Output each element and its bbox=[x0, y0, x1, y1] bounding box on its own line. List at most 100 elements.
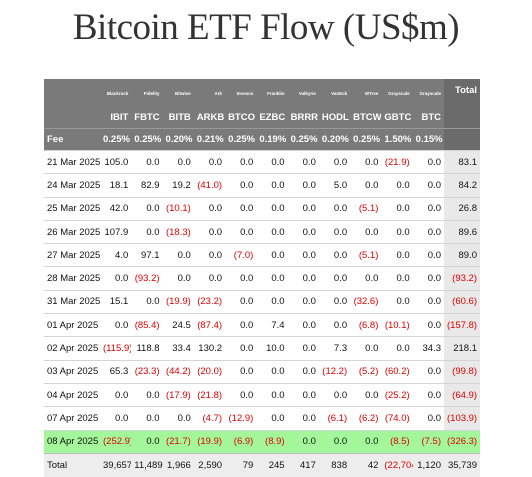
etf-flow-table: Blackrock Fidelity Bitwise Ark Invesco F… bbox=[44, 79, 480, 477]
flow-cell: 0.0 bbox=[256, 289, 288, 314]
flow-cell: 0.0 bbox=[287, 266, 319, 291]
flow-cell: 0.0 bbox=[225, 313, 257, 337]
flow-cell: (4.7) bbox=[193, 406, 226, 431]
flow-cell: (19.9) bbox=[162, 289, 194, 314]
issuer-label: Franklin bbox=[256, 79, 288, 107]
row-total: 84.2 bbox=[444, 173, 480, 198]
flow-cell: (10.1) bbox=[381, 313, 413, 337]
flow-cell: (6.9) bbox=[225, 429, 257, 454]
row-total: (103.9) bbox=[444, 406, 480, 431]
flow-cell: 107.9 bbox=[100, 219, 132, 244]
ticker-label: FBTC bbox=[131, 107, 163, 129]
flow-cell: (252.9) bbox=[100, 429, 132, 454]
flow-cell: 0.0 bbox=[193, 196, 226, 221]
table-row: 07 Apr 2025 0.0 0.0 0.0 (4.7) (12.9) 0.0 0.0 (6.… bbox=[44, 406, 480, 431]
ticker-label: ARKB bbox=[193, 107, 226, 129]
fee-value: 0.15% bbox=[412, 128, 444, 151]
flow-cell: 0.0 bbox=[225, 382, 257, 407]
flow-cell: (23.3) bbox=[131, 359, 163, 384]
flow-cell: 0.0 bbox=[131, 406, 163, 431]
row-total: 89.0 bbox=[444, 243, 480, 267]
cumulative-cell: 245 bbox=[256, 452, 288, 477]
cumulative-cell: 1,966 bbox=[162, 452, 194, 477]
issuer-label: Invesco bbox=[225, 79, 257, 107]
fee-value: 0.19% bbox=[256, 128, 288, 151]
issuer-label: Grayscale bbox=[412, 79, 444, 107]
flow-cell: 0.0 bbox=[318, 196, 351, 221]
flow-cell: 118.8 bbox=[131, 336, 163, 361]
flow-cell: 0.0 bbox=[256, 196, 288, 221]
flow-cell: (5.2) bbox=[350, 359, 382, 384]
flow-cell: (21.7) bbox=[162, 429, 194, 454]
row-total: (60.6) bbox=[444, 289, 480, 314]
ticker-label: BITB bbox=[162, 107, 194, 129]
flow-cell: (7.5) bbox=[412, 429, 444, 454]
flow-cell: 0.0 bbox=[287, 336, 319, 361]
flow-cell: 0.0 bbox=[381, 266, 413, 291]
flow-cell: 15.1 bbox=[100, 289, 132, 314]
flow-cell: 5.0 bbox=[318, 173, 351, 198]
fee-value: 1.50% bbox=[381, 128, 413, 151]
flow-cell: 0.0 bbox=[256, 173, 288, 198]
table-row: 01 Apr 2025 0.0 (85.4) 24.5 (87.4) 0.0 7.4 0.0 0… bbox=[44, 313, 480, 337]
flow-cell: 0.0 bbox=[162, 243, 194, 267]
flow-cell: 0.0 bbox=[256, 219, 288, 244]
flow-cell: 0.0 bbox=[193, 243, 226, 267]
flow-cell: 0.0 bbox=[287, 359, 319, 384]
table-row: 27 Mar 2025 4.0 97.1 0.0 0.0 (7.0) 0.0 0.0 0.0 (5… bbox=[44, 243, 480, 267]
row-total: (93.2) bbox=[444, 266, 480, 291]
table-row: 21 Mar 2025 105.0 0.0 0.0 0.0 0.0 0.0 0.0 0.0 0.0… bbox=[44, 149, 480, 174]
flow-cell: 34.3 bbox=[412, 336, 444, 361]
flow-cell: 65.3 bbox=[100, 359, 132, 384]
row-total: (64.9) bbox=[444, 382, 480, 407]
row-total: 89.6 bbox=[444, 219, 480, 244]
cumulative-cell: 2,590 bbox=[193, 452, 226, 477]
flow-cell: (5.1) bbox=[350, 196, 382, 221]
row-date: 07 Apr 2025 bbox=[44, 406, 100, 431]
flow-cell: 0.0 bbox=[256, 406, 288, 431]
flow-cell: (8.9) bbox=[256, 429, 288, 454]
flow-cell: 0.0 bbox=[193, 219, 226, 244]
row-date: 24 Mar 2025 bbox=[44, 173, 100, 198]
cumulative-cell: 11,489 bbox=[131, 452, 163, 477]
fee-value: 0.25% bbox=[131, 128, 163, 151]
flow-cell: 0.0 bbox=[381, 289, 413, 314]
flow-cell: 0.0 bbox=[225, 173, 257, 198]
flow-cell: 0.0 bbox=[412, 149, 444, 174]
flow-cell: 0.0 bbox=[131, 219, 163, 244]
row-date: 02 Apr 2025 bbox=[44, 336, 100, 361]
row-date: 25 Mar 2025 bbox=[44, 196, 100, 221]
flow-cell: 0.0 bbox=[225, 266, 257, 291]
issuer-header-row: Blackrock Fidelity Bitwise Ark Invesco F… bbox=[44, 79, 480, 107]
flow-cell: 0.0 bbox=[350, 173, 382, 198]
flow-cell: 7.3 bbox=[318, 336, 351, 361]
table-row: 28 Mar 2025 0.0 (93.2) 0.0 0.0 0.0 0.0 0.0 0.0 0.… bbox=[44, 266, 480, 291]
flow-cell: (5.1) bbox=[350, 243, 382, 267]
flow-cell: 0.0 bbox=[287, 196, 319, 221]
flow-cell: (7.0) bbox=[225, 243, 257, 267]
flow-cell: 0.0 bbox=[193, 266, 226, 291]
flow-cell: 0.0 bbox=[412, 219, 444, 244]
header-corner bbox=[44, 107, 100, 129]
flow-cell: 0.0 bbox=[131, 429, 163, 454]
row-date: 28 Mar 2025 bbox=[44, 266, 100, 291]
row-total: (157.8) bbox=[444, 313, 480, 337]
fee-value: 0.20% bbox=[162, 128, 194, 151]
total-column-header: Total bbox=[444, 79, 480, 107]
ticker-label: HODL bbox=[318, 107, 351, 129]
flow-cell: (60.2) bbox=[381, 359, 413, 384]
flow-cell: (93.2) bbox=[131, 266, 163, 291]
flow-cell: 42.0 bbox=[100, 196, 132, 221]
ticker-label: GBTC bbox=[381, 107, 413, 129]
flow-cell: 0.0 bbox=[100, 406, 132, 431]
flow-table-body: 21 Mar 2025 105.0 0.0 0.0 0.0 0.0 0.0 0.0 0.0 0.0… bbox=[44, 149, 480, 477]
cumulative-cell: 417 bbox=[287, 452, 319, 477]
flow-cell: 0.0 bbox=[318, 219, 351, 244]
ticker-label: EZBC bbox=[256, 107, 288, 129]
flow-cell: 0.0 bbox=[381, 336, 413, 361]
issuer-label: Ark bbox=[193, 79, 226, 107]
flow-cell: 0.0 bbox=[287, 289, 319, 314]
flow-cell: (6.2) bbox=[350, 406, 382, 431]
cumulative-cell: 42 bbox=[350, 452, 382, 477]
flow-cell: 0.0 bbox=[287, 406, 319, 431]
